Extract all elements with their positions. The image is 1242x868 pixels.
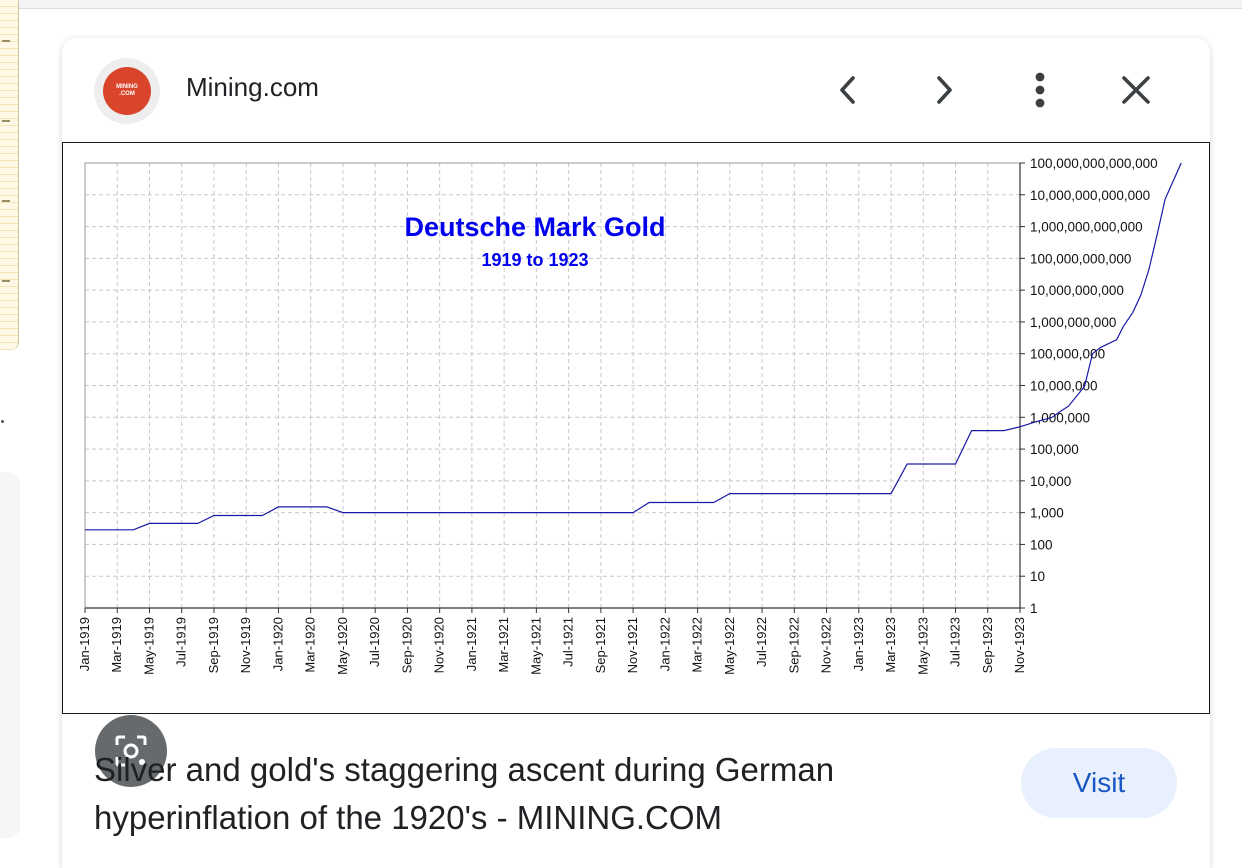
y-tick-label: 10,000 <box>1030 474 1071 489</box>
x-tick-label: Mar-1921 <box>496 617 511 673</box>
x-tick-label: May-1919 <box>141 617 156 675</box>
y-tick-label: 1,000,000 <box>1030 410 1090 425</box>
x-tick-label: Jul-1920 <box>367 617 382 667</box>
chart-canvas: Jan-1919 Mar-1919 May-1919 Jul-1919 Sep-1919… <box>77 156 1182 675</box>
y-tick-label: 10,000,000,000 <box>1030 283 1124 298</box>
y-tick-label: 1 <box>1030 601 1038 616</box>
x-tick-label: May-1922 <box>722 617 737 675</box>
x-tick-label: Jul-1922 <box>754 617 769 667</box>
x-tick-label: Jul-1923 <box>948 617 963 667</box>
next-button[interactable] <box>922 68 966 112</box>
close-icon <box>1122 76 1150 104</box>
thumbnail-tick <box>2 200 10 202</box>
series-line <box>85 162 1182 531</box>
logo-mark: MINING .COM <box>103 67 151 115</box>
chevron-left-icon <box>840 76 855 104</box>
y-tick-label: 10,000,000 <box>1030 379 1098 394</box>
image-preview-card: MINING .COM Mining.com <box>62 38 1210 868</box>
y-tick-label: 100 <box>1030 537 1053 552</box>
y-tick-label: 100,000,000,000,000 <box>1030 156 1158 171</box>
chart-subtitle: 1919 to 1923 <box>481 250 588 270</box>
y-axis-ticks: 1 10 100 1,000 10,000 100,000 1,000,000 10,000,… <box>1020 156 1158 616</box>
x-tick-label: Mar-1919 <box>109 617 124 673</box>
x-tick-label: Nov-1920 <box>432 617 447 673</box>
thumbnail-tick <box>2 120 10 122</box>
x-tick-label: Jul-1919 <box>174 617 189 667</box>
previous-button[interactable] <box>826 68 870 112</box>
chart-grid <box>85 163 1020 608</box>
x-tick-label: Sep-1922 <box>786 617 801 673</box>
x-tick-label: Mar-1920 <box>303 617 318 673</box>
x-tick-label: Nov-1919 <box>238 617 253 673</box>
x-tick-label: Mar-1923 <box>883 617 898 673</box>
preview-image[interactable]: Jan-1919 Mar-1919 May-1919 Jul-1919 Sep-1919… <box>62 142 1210 787</box>
logo-text-bottom: .COM <box>119 91 135 97</box>
more-vert-icon <box>1035 72 1045 108</box>
y-tick-label: 10,000,000,000,000 <box>1030 188 1150 203</box>
x-tick-label: Jul-1921 <box>561 617 576 667</box>
y-tick-label: 1,000,000,000,000 <box>1030 220 1143 235</box>
chart-title: Deutsche Mark Gold <box>404 212 665 242</box>
x-tick-label: Nov-1923 <box>1012 617 1027 673</box>
x-tick-label: Jan-1922 <box>657 617 672 671</box>
x-tick-label: Nov-1921 <box>625 617 640 673</box>
x-tick-label: Jan-1921 <box>464 617 479 671</box>
x-axis-ticks: Jan-1919 Mar-1919 May-1919 Jul-1919 Sep-1919… <box>77 608 1027 675</box>
thumbnail-tick <box>2 40 10 42</box>
y-tick-label: 100,000,000 <box>1030 347 1105 362</box>
x-tick-label: May-1923 <box>915 617 930 675</box>
thumbnail-tick <box>2 280 10 282</box>
x-tick-label: Sep-1921 <box>593 617 608 673</box>
site-logo[interactable]: MINING .COM <box>94 58 160 124</box>
x-tick-label: Sep-1920 <box>399 617 414 673</box>
y-tick-label: 100,000 <box>1030 442 1079 457</box>
y-tick-label: 100,000,000,000 <box>1030 251 1131 266</box>
y-tick-label: 10 <box>1030 569 1045 584</box>
result-title[interactable]: Silver and gold's staggering ascent duri… <box>94 751 835 836</box>
x-tick-label: Mar-1922 <box>690 617 705 673</box>
lens-search-button[interactable] <box>95 715 167 787</box>
previous-result-thumbnail[interactable] <box>0 0 19 350</box>
close-button[interactable] <box>1114 68 1158 112</box>
logo-text-top: MINING <box>116 84 138 90</box>
x-tick-label: May-1921 <box>528 617 543 675</box>
preview-header: MINING .COM Mining.com <box>62 38 1210 142</box>
more-options-button[interactable] <box>1018 68 1062 112</box>
x-tick-label: Sep-1919 <box>206 617 221 673</box>
x-tick-label: Jan-1919 <box>77 617 92 671</box>
x-tick-label: May-1920 <box>335 617 350 675</box>
x-tick-label: Jan-1923 <box>851 617 866 671</box>
y-tick-label: 1,000,000,000 <box>1030 315 1116 330</box>
site-name[interactable]: Mining.com <box>186 72 319 102</box>
lens-search-icon <box>115 735 147 767</box>
x-tick-label: Jan-1920 <box>270 617 285 671</box>
y-tick-label: 1,000 <box>1030 506 1064 521</box>
left-dot <box>1 420 4 423</box>
visit-button[interactable]: Visit <box>1021 748 1177 818</box>
top-bar <box>0 0 1242 9</box>
chevron-right-icon <box>937 76 952 104</box>
previous-result-card[interactable] <box>0 472 20 838</box>
x-tick-label: Sep-1923 <box>980 617 995 673</box>
x-tick-label: Nov-1922 <box>819 617 834 673</box>
